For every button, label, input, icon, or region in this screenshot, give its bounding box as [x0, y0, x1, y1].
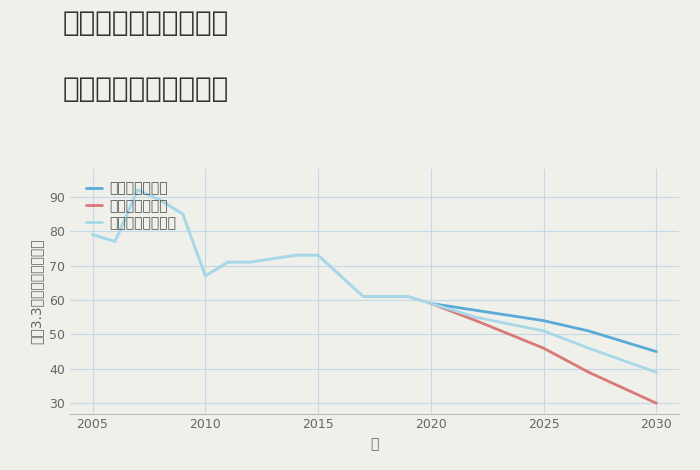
- X-axis label: 年: 年: [370, 437, 379, 451]
- グッドシナリオ: [652, 349, 661, 354]
- バッドシナリオ: [472, 318, 480, 323]
- Text: 三重県鈴鹿市岸岡町の: 三重県鈴鹿市岸岡町の: [63, 9, 230, 38]
- ノーマルシナリオ: [472, 314, 480, 320]
- ノーマルシナリオ: [427, 301, 435, 306]
- Line: バッドシナリオ: バッドシナリオ: [431, 304, 657, 403]
- Y-axis label: 坪（3.3㎡）単価（万円）: 坪（3.3㎡）単価（万円）: [29, 239, 43, 344]
- ノーマルシナリオ: [652, 369, 661, 375]
- グッドシナリオ: [427, 301, 435, 306]
- グッドシナリオ: [584, 328, 593, 334]
- バッドシナリオ: [584, 369, 593, 375]
- Text: 中古戸建ての価格推移: 中古戸建ての価格推移: [63, 75, 230, 103]
- ノーマルシナリオ: [584, 345, 593, 351]
- バッドシナリオ: [540, 345, 548, 351]
- グッドシナリオ: [472, 307, 480, 313]
- バッドシナリオ: [652, 400, 661, 406]
- Line: ノーマルシナリオ: ノーマルシナリオ: [431, 304, 657, 372]
- ノーマルシナリオ: [540, 328, 548, 334]
- Legend: グッドシナリオ, バッドシナリオ, ノーマルシナリオ: グッドシナリオ, バッドシナリオ, ノーマルシナリオ: [83, 179, 179, 233]
- Line: グッドシナリオ: グッドシナリオ: [431, 304, 657, 352]
- グッドシナリオ: [540, 318, 548, 323]
- バッドシナリオ: [427, 301, 435, 306]
